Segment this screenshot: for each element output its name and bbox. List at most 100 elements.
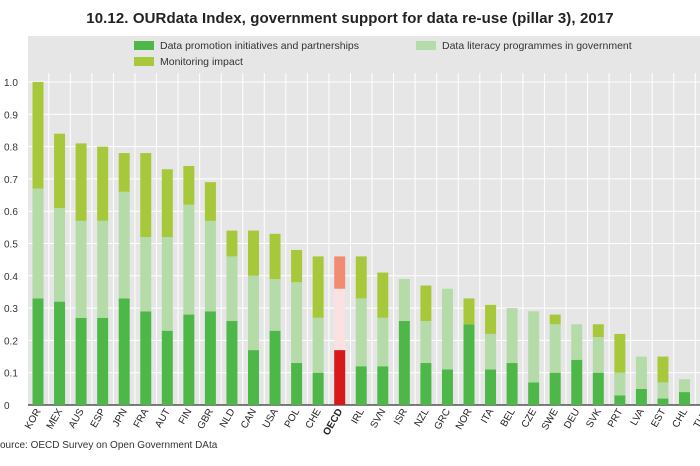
legend-label-monitoring: Monitoring impact	[160, 56, 243, 68]
bar-promotion-segment	[161, 330, 173, 405]
bar-monitoring-segment	[204, 182, 216, 221]
bar-monitoring-segment	[291, 249, 303, 283]
bar-monitoring-segment	[161, 169, 173, 238]
x-tick-label: USA	[261, 407, 281, 431]
bar-monitoring-segment	[377, 272, 389, 318]
x-tick-label: SVN	[369, 407, 389, 430]
x-tick-label: MEX	[45, 407, 66, 432]
bar-promotion-segment	[312, 372, 324, 405]
x-tick-label: CHE	[304, 407, 324, 431]
bar-literacy-segment	[291, 282, 303, 364]
x-tick-label: AUS	[67, 407, 87, 431]
bar-literacy-segment	[161, 237, 173, 331]
bar-promotion-segment	[204, 311, 216, 405]
bar-promotion-segment	[54, 301, 66, 405]
bar-literacy-segment	[32, 188, 44, 299]
bar-promotion-segment	[420, 363, 432, 405]
y-tick-label: 0.7	[4, 175, 18, 186]
bar-promotion-segment	[291, 363, 303, 405]
x-tick-label: IRL	[350, 407, 368, 426]
bar-literacy-segment	[485, 333, 497, 370]
bar-promotion-segment	[32, 298, 44, 405]
bar-literacy-segment	[657, 382, 669, 399]
bar-promotion-segment	[97, 317, 109, 405]
bar-literacy-segment	[226, 256, 238, 322]
legend-swatch-literacy	[416, 41, 436, 50]
bar-promotion-segment	[75, 317, 87, 405]
y-tick-label: 1.0	[4, 78, 18, 89]
x-tick-label: OECD	[321, 407, 345, 437]
bar-literacy-segment	[204, 220, 216, 312]
bar-literacy-segment	[312, 317, 324, 373]
bar-literacy-segment	[441, 288, 453, 370]
x-tick-label: DEU	[562, 407, 582, 431]
y-tick-label: 0.5	[4, 240, 18, 251]
y-tick-label: 0.4	[4, 272, 18, 283]
bar-literacy-segment	[528, 311, 540, 383]
x-tick-label: CZE	[520, 407, 540, 430]
bar-promotion-segment	[485, 369, 497, 405]
bar-literacy-segment	[140, 237, 152, 312]
x-tick-label: ESP	[89, 407, 109, 430]
bar-promotion-segment	[506, 363, 518, 405]
x-tick-label: SWE	[540, 407, 561, 433]
bar-promotion-segment	[183, 314, 195, 405]
bar-promotion-segment	[441, 369, 453, 405]
x-tick-label: EST	[649, 407, 668, 429]
bar-monitoring-segment	[75, 143, 87, 221]
bar-monitoring-segment	[54, 133, 66, 208]
x-tick-label: POL	[283, 407, 303, 430]
bar-promotion-segment	[635, 388, 647, 405]
bar-literacy-segment	[75, 220, 87, 318]
bar-literacy-segment	[420, 321, 432, 364]
bar-monitoring-segment	[420, 285, 432, 322]
x-tick-label: CHL	[671, 407, 691, 430]
bar-literacy-segment	[398, 279, 410, 322]
bar-promotion-segment	[528, 382, 540, 405]
x-tick-label: CAN	[239, 407, 259, 431]
x-tick-label: PRT	[606, 407, 625, 430]
bar-promotion-segment	[269, 330, 281, 405]
bar-monitoring-segment	[118, 153, 130, 192]
bar-promotion-segment	[614, 395, 626, 405]
bar-literacy-segment	[118, 191, 130, 299]
x-tick-label: GRC	[432, 407, 453, 432]
legend-swatch-monitoring	[134, 57, 154, 66]
bar-promotion-segment	[355, 366, 367, 405]
bar-literacy-segment	[377, 317, 389, 367]
legend-item-promotion: Data promotion initiatives and partnersh…	[134, 40, 359, 52]
bar-monitoring-segment	[32, 82, 44, 189]
x-tick-label: LVA	[629, 407, 647, 428]
bar-monitoring-segment	[355, 256, 367, 299]
bar-promotion-segment	[334, 350, 346, 405]
bar-monitoring-segment	[97, 146, 109, 221]
legend-swatch-promotion	[134, 41, 154, 50]
legend-label-promotion: Data promotion initiatives and partnersh…	[160, 40, 360, 52]
bar-literacy-segment	[248, 275, 259, 351]
bar-monitoring-segment	[657, 356, 669, 383]
bar-monitoring-segment	[312, 256, 324, 318]
x-tick-label: AUT	[153, 407, 173, 430]
bar-monitoring-segment	[592, 324, 604, 338]
x-tick-label: FRA	[132, 407, 152, 430]
bar-promotion-segment	[679, 392, 690, 405]
bar-literacy-segment	[54, 207, 66, 302]
bar-literacy-segment	[679, 379, 690, 393]
bar-literacy-segment	[97, 220, 109, 318]
x-tick-label: ISR	[392, 407, 410, 427]
bar-monitoring-segment	[334, 256, 346, 289]
legend-label-literacy: Data literacy programmes in government	[442, 40, 632, 52]
y-tick-label: 0.6	[4, 207, 18, 218]
x-tick-label: NLD	[218, 407, 238, 430]
bar-promotion-segment	[571, 359, 583, 405]
bar-chart: 0 0.1 0.2 0.3 0.4 0.5 0.6 0.7 0.8 0.9 1.0 KOR MEX AUS…	[4, 73, 700, 437]
y-tick-label: 0.9	[4, 110, 18, 121]
y-tick-label: 0.2	[4, 336, 18, 347]
bar-literacy-segment	[269, 279, 281, 331]
bar-monitoring-segment	[226, 230, 238, 257]
legend-item-monitoring: Monitoring impact	[134, 56, 243, 68]
bar-literacy-segment	[549, 324, 561, 373]
bar-literacy-segment	[355, 298, 367, 367]
legend: Data promotion initiatives and partnersh…	[28, 36, 700, 73]
x-tick-label: NZL	[413, 407, 432, 429]
